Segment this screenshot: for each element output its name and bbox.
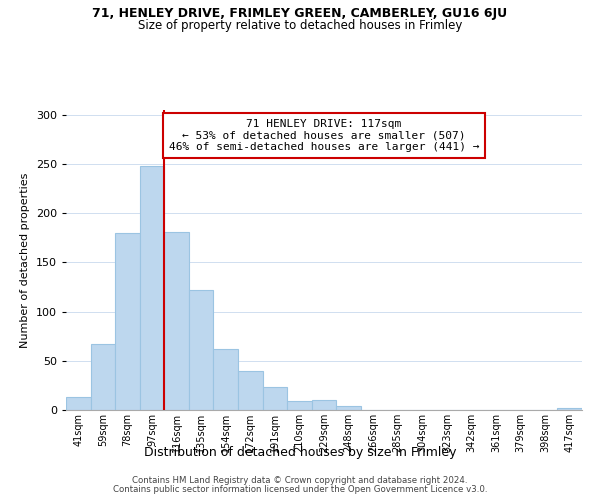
Text: Distribution of detached houses by size in Frimley: Distribution of detached houses by size … [144,446,456,459]
Text: 71 HENLEY DRIVE: 117sqm
← 53% of detached houses are smaller (507)
46% of semi-d: 71 HENLEY DRIVE: 117sqm ← 53% of detache… [169,119,479,152]
Bar [164,232,189,410]
Text: Size of property relative to detached houses in Frimley: Size of property relative to detached ho… [138,19,462,32]
Bar [336,406,361,410]
Bar [557,408,582,410]
Text: Contains HM Land Registry data © Crown copyright and database right 2024.: Contains HM Land Registry data © Crown c… [132,476,468,485]
Bar [238,370,263,410]
Bar [115,233,140,410]
Bar [263,388,287,410]
Bar [287,401,312,410]
Text: 71, HENLEY DRIVE, FRIMLEY GREEN, CAMBERLEY, GU16 6JU: 71, HENLEY DRIVE, FRIMLEY GREEN, CAMBERL… [92,8,508,20]
Bar [91,344,115,410]
Text: Contains public sector information licensed under the Open Government Licence v3: Contains public sector information licen… [113,485,487,494]
Bar [66,397,91,410]
Bar [140,166,164,410]
Bar [189,290,214,410]
Y-axis label: Number of detached properties: Number of detached properties [20,172,30,348]
Bar [312,400,336,410]
Bar [214,349,238,410]
